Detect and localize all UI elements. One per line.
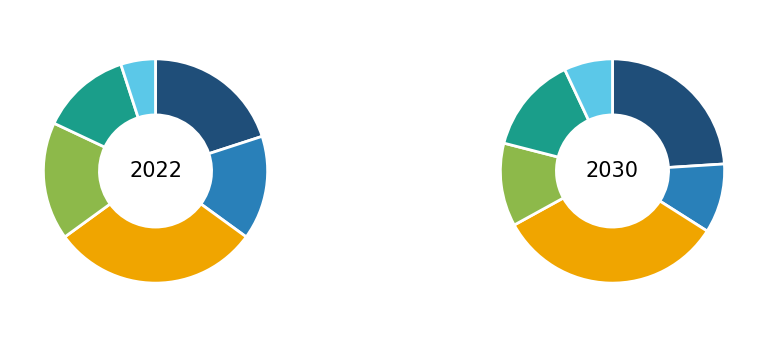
Wedge shape (65, 204, 247, 283)
Wedge shape (564, 59, 613, 120)
Wedge shape (43, 123, 110, 237)
Wedge shape (501, 143, 564, 225)
Wedge shape (201, 136, 267, 237)
Wedge shape (515, 198, 707, 283)
Legend: Automotive, Electronics, Textiles, Paints and
Coatings, Construction, Others: Automotive, Electronics, Textiles, Paint… (338, 101, 430, 241)
Text: 2030: 2030 (586, 161, 639, 181)
Wedge shape (660, 164, 725, 231)
Wedge shape (121, 59, 155, 118)
Wedge shape (613, 59, 724, 168)
Wedge shape (155, 59, 262, 154)
Wedge shape (54, 64, 138, 147)
Wedge shape (504, 69, 588, 157)
Text: 2022: 2022 (129, 161, 182, 181)
